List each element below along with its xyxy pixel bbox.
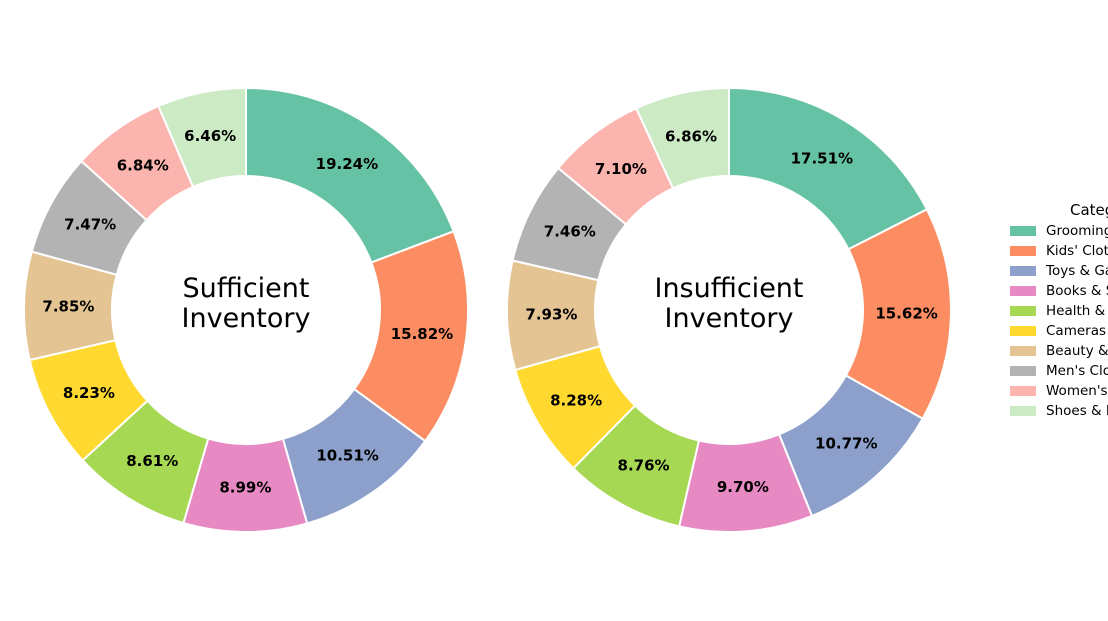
legend-label-1: Grooming [1046, 223, 1108, 239]
slice-label-1-3: 10.51% [316, 447, 378, 465]
center-title-2: Insufficient Inventory [654, 273, 803, 334]
slice-label-2-5: 8.76% [618, 457, 670, 475]
legend-swatch-9 [1010, 386, 1036, 396]
legend-label-2: Kids' Clothing [1046, 243, 1108, 259]
slice-1-1 [245, 86, 455, 264]
legend-swatch-2 [1010, 246, 1036, 256]
donut-chart-1: 19.24% 15.82% 10.51% 8.99% 8.61% 8.23% 7.85% 7.… [23, 86, 469, 533]
legend-label-10: Shoes & Footwear [1046, 403, 1108, 419]
legend-title: Category [1070, 201, 1108, 219]
legend-swatch-3 [1010, 266, 1036, 276]
slice-label-1-10: 6.46% [184, 127, 236, 145]
legend-swatch-6 [1010, 326, 1036, 336]
legend-swatch-5 [1010, 306, 1036, 316]
slice-label-1-6: 8.23% [63, 384, 115, 402]
legend-label-5: Health & Supplements [1046, 303, 1108, 319]
slice-label-2-7: 7.93% [525, 305, 577, 323]
slice-label-2-1: 17.51% [791, 150, 853, 168]
slice-label-2-3: 10.77% [815, 434, 877, 452]
slice-label-1-9: 6.84% [117, 157, 169, 175]
slice-label-1-2: 15.82% [391, 325, 453, 343]
legend-label-8: Men's Clothing [1046, 363, 1108, 379]
center-title-1: Sufficient Inventory [182, 273, 311, 334]
legend-swatch-10 [1010, 406, 1036, 416]
slice-label-1-1: 19.24% [316, 155, 378, 173]
legend-label-9: Women's Clothing [1046, 383, 1108, 399]
legend-label-4: Books & Stationery [1046, 283, 1108, 299]
legend-label-6: Cameras [1046, 323, 1106, 339]
slice-label-2-4: 9.70% [717, 478, 769, 496]
slice-1-10 [157, 86, 247, 189]
slice-label-1-4: 8.99% [219, 479, 271, 497]
slice-label-1-7: 7.85% [42, 298, 94, 316]
legend-swatch-7 [1010, 346, 1036, 356]
slice-label-2-9: 7.10% [595, 160, 647, 178]
legend-swatch-8 [1010, 366, 1036, 376]
slice-label-2-6: 8.28% [550, 391, 602, 409]
slice-label-2-10: 6.86% [665, 128, 717, 146]
legend: Category Grooming Kids' Clothing Toys & Gam… [1010, 201, 1108, 419]
legend-label-7: Beauty & Personal Care [1046, 343, 1108, 359]
donut-chart-2: 17.51% 15.62% 10.77% 9.70% 8.76% 8.28% 7.93% 7.… [506, 86, 952, 533]
slice-label-2-8: 7.46% [544, 222, 596, 240]
legend-swatch-1 [1010, 226, 1036, 236]
slice-2-10 [634, 86, 730, 190]
slice-label-2-2: 15.62% [875, 305, 937, 323]
slice-label-1-8: 7.47% [64, 216, 116, 234]
legend-swatch-4 [1010, 286, 1036, 296]
slice-label-1-5: 8.61% [126, 452, 178, 470]
legend-label-3: Toys & Games [1045, 263, 1108, 279]
